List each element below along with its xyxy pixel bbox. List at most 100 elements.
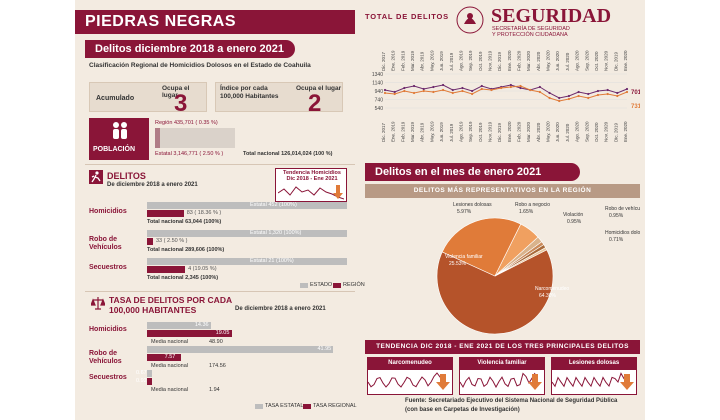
tasa-regional-bar	[147, 378, 152, 385]
y-tick: 940	[375, 89, 384, 95]
series-point	[558, 99, 561, 103]
series-point	[596, 93, 600, 97]
series-point	[548, 96, 551, 100]
y-tick: 1140	[372, 81, 383, 87]
x-tick-bottom: Jul. 2020	[565, 123, 570, 142]
estatal-label: Estatal 21 (100%)	[250, 258, 294, 264]
region-label: 83 ( 18.36 % )	[186, 210, 222, 216]
series-point	[509, 83, 512, 87]
seguridad-title: SEGURIDAD	[491, 5, 612, 27]
enero-band: DELITOS MÁS REPRESENTATIVOS EN LA REGIÓN	[365, 184, 640, 198]
legend-tasa-regional-swatch	[303, 404, 311, 409]
delito-category: Homicidios	[89, 208, 127, 215]
x-tick-bottom: Sep. 2020	[584, 121, 589, 142]
legend-region: REGIÓN	[343, 282, 365, 288]
x-tick-top: Ene. 2020	[507, 50, 512, 71]
legend-tasa-regional: TASA REGIONAL	[313, 403, 357, 409]
poblacion-estatal-bar	[155, 128, 235, 148]
series-point	[625, 87, 629, 91]
pie-value: 1.65%	[519, 209, 534, 215]
poblacion-nacional: Total nacional 126,014,024 (100 %)	[243, 151, 333, 157]
x-tick-bottom: Jun. 2019	[439, 122, 444, 142]
tasa-estatal-bar	[147, 346, 334, 353]
series-point	[422, 89, 425, 93]
x-tick-top: Feb. 2019	[400, 50, 405, 71]
people-icon	[113, 122, 127, 139]
x-tick-bottom: Dic. 2019	[497, 122, 502, 142]
pie-label: Robo a negocio	[515, 202, 550, 208]
pie-value: 5.97%	[457, 209, 472, 215]
x-tick-top: Mar. 2020	[526, 50, 531, 71]
poblacion-region: Región 435,701 ( 0.35 %)	[155, 120, 218, 126]
estatal-label: Estatal 1,320 (100%)	[250, 230, 302, 236]
legend-tasa-estatal-swatch	[255, 404, 263, 409]
series-point	[383, 91, 387, 95]
series-point	[432, 85, 435, 89]
series-point	[490, 88, 493, 92]
pie-value: 0.95%	[567, 219, 582, 225]
last-value-2: 731	[631, 104, 640, 110]
pie-value: 0.71%	[609, 237, 624, 243]
x-tick-top: Ago. 2019	[458, 50, 463, 71]
x-tick-top: Jun. 2019	[439, 51, 444, 71]
homicidios-trend-chart: Tendencia Homicidios Dic 2018 - Ene 2021	[275, 168, 347, 202]
ocupa-label-2: Ocupa el lugar	[296, 85, 342, 92]
x-tick-top: Ene. 2020	[623, 50, 628, 71]
trend-sparkline	[278, 185, 344, 200]
x-tick-bottom: Feb. 2020	[517, 121, 522, 142]
series-line	[384, 84, 628, 99]
coat-of-arms-icon	[456, 6, 484, 34]
series-point	[451, 91, 454, 95]
x-tick-bottom: Dic. 2017	[381, 122, 386, 142]
series-point	[480, 84, 483, 88]
x-tick-top: Oct. 2020	[594, 51, 599, 71]
x-tick-top: Ene. 2019	[391, 50, 396, 71]
media-label: Media nacional	[151, 387, 188, 393]
tendencia-sparkline	[459, 372, 542, 390]
estatal-bar	[147, 202, 347, 209]
series-point	[538, 85, 541, 89]
tendencia-sparkline	[367, 372, 450, 390]
series-point	[451, 88, 454, 92]
down-arrow-icon	[620, 374, 634, 390]
tasa-regional-bar	[147, 330, 232, 337]
series-point	[471, 89, 474, 93]
pie-label: Lesiones dolosas	[453, 202, 492, 208]
tendencia-title: Violencia familiar	[460, 358, 544, 370]
x-tick-bottom: Ene. 2019	[391, 121, 396, 142]
x-tick-bottom: Mar. 2020	[526, 121, 531, 142]
x-tick-bottom: Nov. 2019	[487, 121, 492, 142]
tasa-category: Homicidios	[89, 326, 127, 333]
series-point	[548, 91, 551, 95]
pie-label: Violencia familiar	[445, 254, 483, 260]
region-label: 33 ( 2.50 % )	[156, 238, 188, 244]
series-point	[616, 94, 619, 98]
y-tick: 740	[375, 98, 384, 104]
series-point	[412, 84, 416, 88]
series-point	[519, 84, 522, 88]
down-arrow-icon	[333, 185, 343, 199]
estatal-bar	[147, 230, 347, 237]
ranking-subtitle: Clasificación Regional de Homicidios Dol…	[89, 62, 311, 69]
tasa-regional-value: 7.57	[164, 354, 176, 360]
x-tick-top: Jul. 2020	[565, 52, 570, 71]
poblacion-label: POBLACIÓN	[93, 146, 135, 153]
tendencia-sparkline	[551, 372, 634, 390]
region-bar	[147, 266, 186, 273]
scales-icon	[91, 297, 105, 310]
x-tick-top: May. 2020	[546, 50, 551, 71]
series-point	[480, 87, 483, 91]
series-point	[596, 89, 600, 93]
series-point	[625, 90, 629, 94]
footer-line2: (con base en Carpetas de Investigación)	[405, 407, 520, 413]
delito-category: Secuestros	[89, 264, 127, 271]
pie-label: Homicidios dolosos	[605, 230, 640, 236]
x-tick-bottom: Ene. 2020	[623, 121, 628, 142]
series-point	[567, 94, 571, 98]
ocupa-label-1: Ocupa el lugar	[162, 85, 190, 99]
x-tick-top: Abr. 2020	[536, 51, 541, 71]
x-tick-top: Nov. 2019	[487, 50, 492, 71]
x-tick-top: Dic. 2017	[381, 51, 386, 71]
x-tick-top: Jun. 2020	[555, 51, 560, 71]
delito-category: Robo de Vehículos	[89, 236, 122, 251]
